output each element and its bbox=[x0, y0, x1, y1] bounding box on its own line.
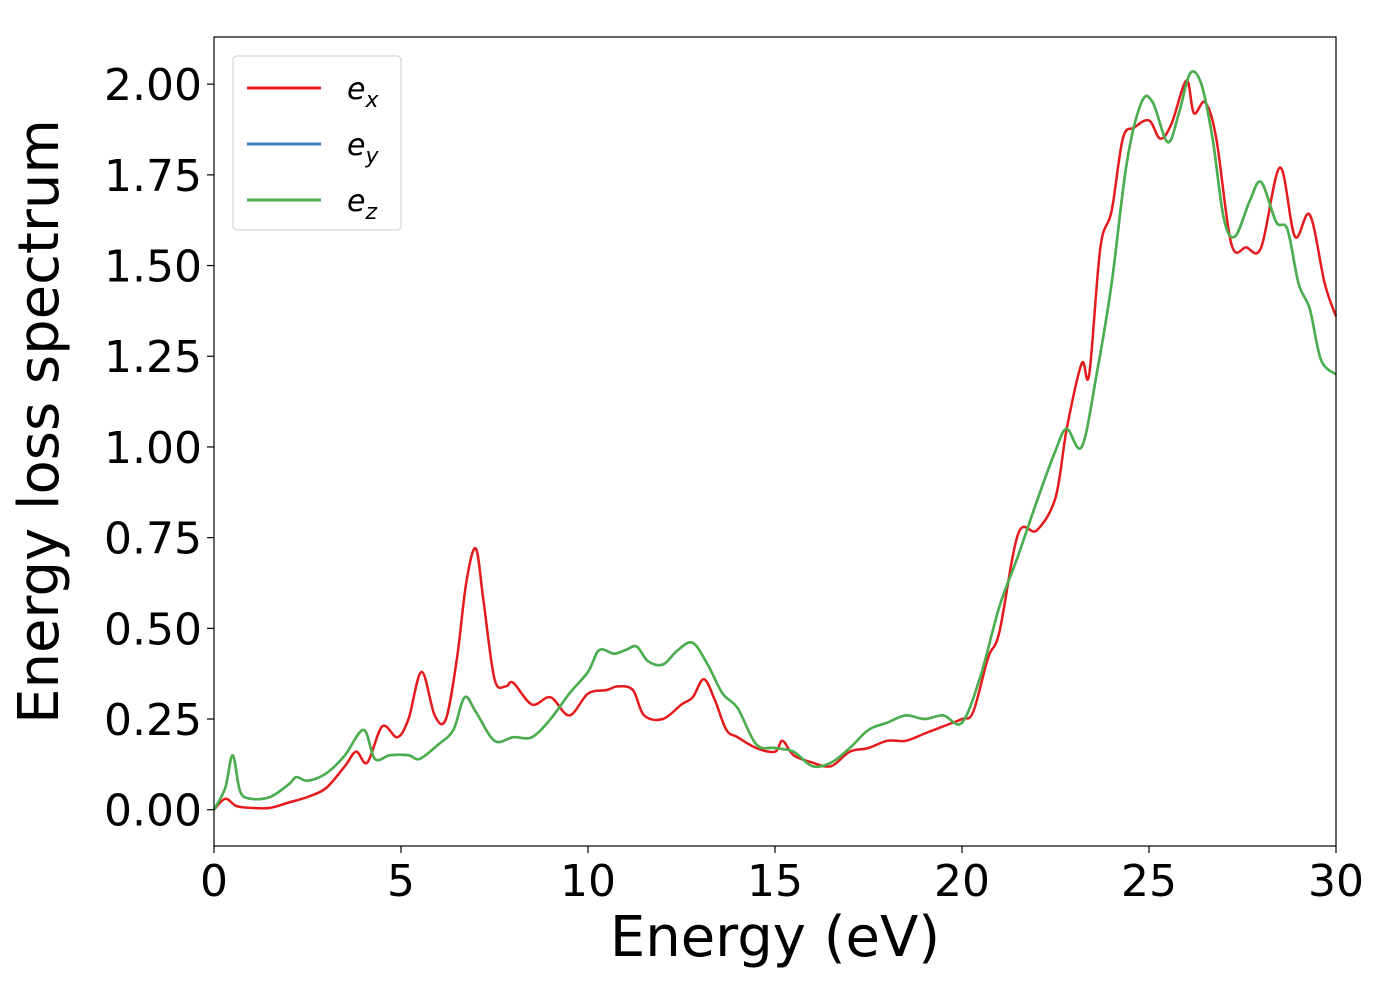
y-axis-ticks: 0.00 0.25 0.50 0.75 1.00 1.25 1.50 1.75 2.00 bbox=[104, 60, 214, 837]
x-tick-label: 15 bbox=[747, 856, 803, 907]
y-tick-label: 0.50 bbox=[104, 604, 202, 655]
legend-label-ey: ey bbox=[347, 128, 379, 169]
y-tick-label: 1.50 bbox=[104, 242, 202, 293]
x-tick-label: 30 bbox=[1308, 856, 1364, 907]
legend-label-ex: ex bbox=[347, 72, 379, 113]
x-tick-label: 10 bbox=[560, 856, 616, 907]
x-tick-label: 20 bbox=[934, 856, 990, 907]
y-tick-label: 1.25 bbox=[104, 332, 202, 383]
x-axis-ticks: 0 5 10 15 20 25 30 bbox=[200, 846, 1364, 907]
y-tick-label: 1.75 bbox=[104, 151, 202, 202]
legend: ex ey ez bbox=[232, 55, 402, 231]
x-axis-title: Energy (eV) bbox=[610, 905, 940, 970]
series-layer bbox=[212, 70, 1338, 811]
y-tick-label: 0.00 bbox=[104, 786, 202, 837]
y-tick-label: 0.25 bbox=[104, 695, 202, 746]
legend-label-ez: ez bbox=[347, 184, 377, 225]
x-tick-label: 25 bbox=[1121, 856, 1177, 907]
legend-items: ex ey ez bbox=[247, 72, 379, 225]
series-line-ez bbox=[212, 70, 1337, 811]
x-tick-label: 5 bbox=[387, 856, 415, 907]
y-tick-label: 1.00 bbox=[104, 423, 202, 474]
y-tick-label: 2.00 bbox=[104, 60, 202, 111]
x-tick-label: 0 bbox=[200, 856, 228, 907]
y-tick-label: 0.75 bbox=[104, 514, 202, 565]
y-axis-title: Energy loss spectrum bbox=[7, 119, 72, 724]
